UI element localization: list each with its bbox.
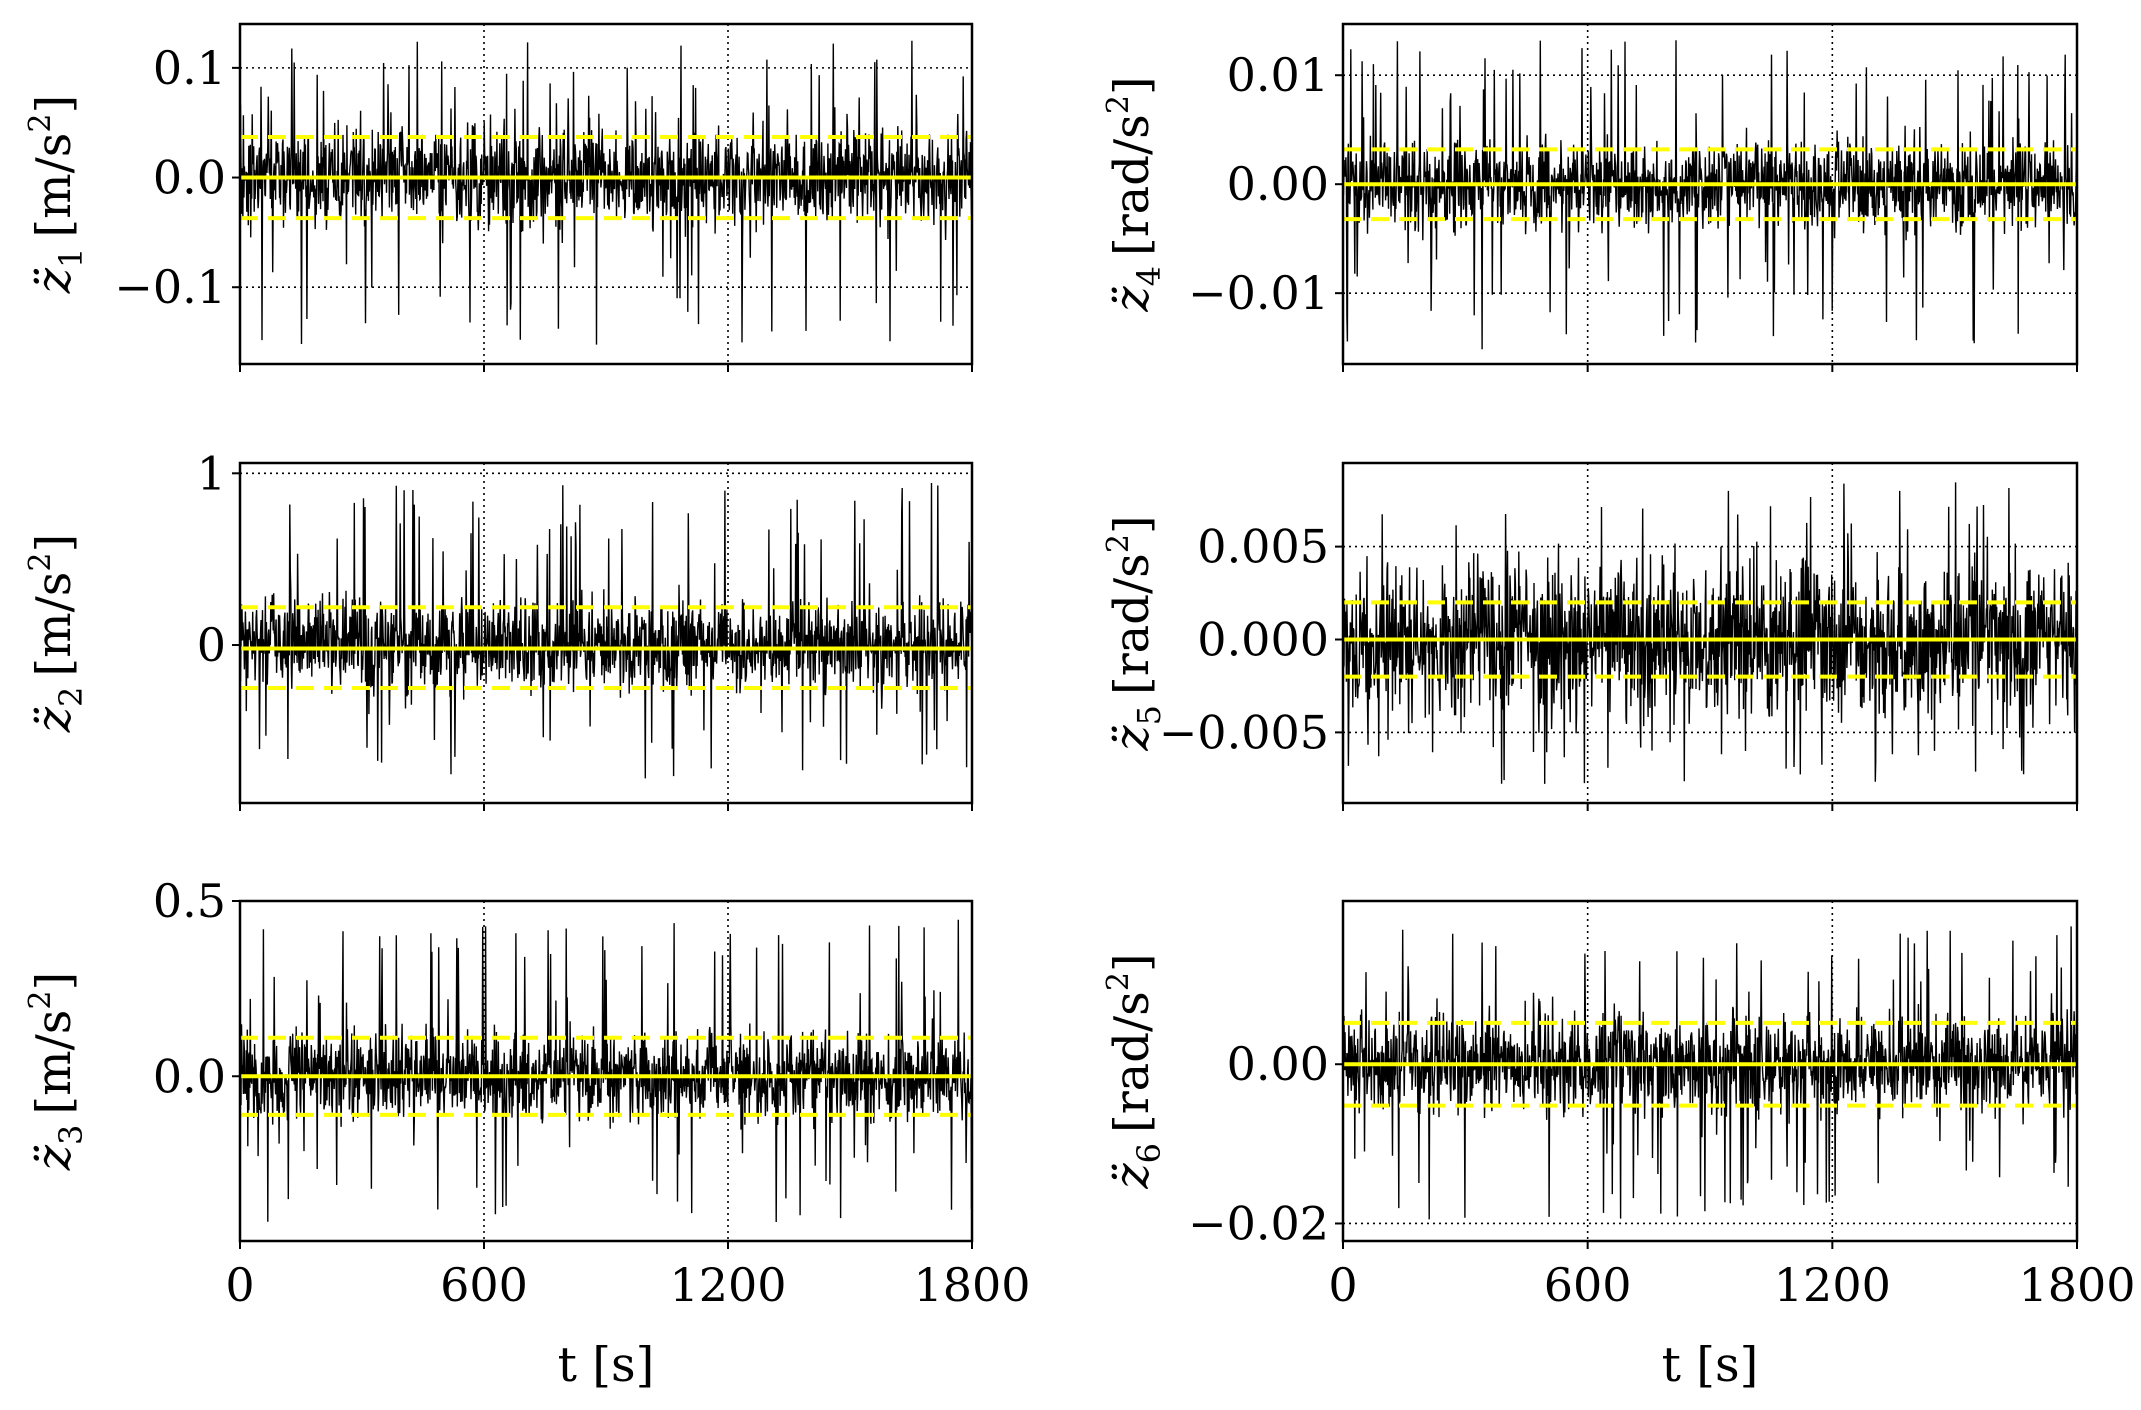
x-tick-label: 0 — [1328, 1258, 1357, 1312]
y-tick-label: 0.01 — [1227, 48, 1329, 102]
chart-z2: 0 1 z̈2[m/s2] — [23, 446, 974, 811]
y-axis-label: z̈6[rad/s2] — [1101, 953, 1168, 1189]
plot-frame — [238, 22, 974, 366]
y-tick-label: 0.1 — [153, 41, 226, 95]
y-axis-label: z̈3[m/s2] — [23, 972, 90, 1172]
chart-z4: −0.01 0.00 0.01 z̈4[rad/s2] — [1101, 22, 2079, 372]
chart-z1: −0.1 0.0 0.1 z̈1[m/s2] — [23, 22, 974, 372]
y-tick-label: 0.000 — [1197, 613, 1329, 667]
y-tick-label: 0.005 — [1197, 520, 1329, 574]
x-tick-label: 1200 — [1774, 1258, 1891, 1312]
y-tick-label: −0.02 — [1188, 1196, 1329, 1250]
y-tick-label: −0.1 — [114, 260, 226, 314]
y-tick-label: 0.00 — [1227, 157, 1329, 211]
plot-frame — [1341, 899, 2079, 1243]
signal-line — [1343, 482, 2077, 784]
plot-frame — [1341, 22, 2079, 366]
y-axis-label: z̈4[rad/s2] — [1101, 76, 1168, 312]
x-tick-label: 600 — [1544, 1258, 1632, 1312]
plot-frame — [1341, 461, 2079, 805]
y-tick-label: −0.01 — [1188, 266, 1329, 320]
x-axis-label: t [s] — [1662, 1337, 1759, 1393]
x-tick-label: 1800 — [2018, 1258, 2135, 1312]
y-axis-label: z̈2[m/s2] — [23, 534, 90, 734]
y-tick-label: −0.005 — [1159, 705, 1329, 759]
y-tick-label: 0.0 — [153, 151, 226, 205]
x-tick-label: 1800 — [913, 1258, 1030, 1312]
plot-frame — [238, 461, 974, 805]
signal-line — [240, 482, 972, 779]
signal-line — [240, 40, 972, 345]
chart-z5: −0.005 0.000 0.005 z̈5[rad/s2] — [1101, 461, 2079, 811]
chart-z3: 0 600 1200 1800 0.0 0.5 t [s] z̈3[m/s2] — [23, 874, 1031, 1393]
y-tick-label: 0 — [197, 618, 226, 672]
x-tick-label: 1200 — [669, 1258, 786, 1312]
y-tick-label: 0.00 — [1227, 1037, 1329, 1091]
y-tick-label: 1 — [197, 446, 226, 500]
x-tick-label: 600 — [440, 1258, 528, 1312]
y-axis-label: z̈5[rad/s2] — [1101, 515, 1168, 751]
y-tick-label: 0.0 — [153, 1049, 226, 1103]
y-tick-label: 0.5 — [153, 874, 226, 928]
signal-line — [1343, 926, 2077, 1220]
x-axis-label: t [s] — [558, 1337, 655, 1393]
plot-frame — [238, 899, 974, 1243]
grid-z1 — [240, 24, 972, 364]
signal-line — [1343, 40, 2077, 350]
chart-z6: 0 600 1200 1800 −0.02 0.00 t [s] z̈6[rad/s2] — [1101, 899, 2136, 1393]
x-tick-label: 0 — [225, 1258, 254, 1312]
signal-line — [240, 919, 972, 1223]
y-axis-label: z̈1[m/s2] — [23, 95, 90, 295]
